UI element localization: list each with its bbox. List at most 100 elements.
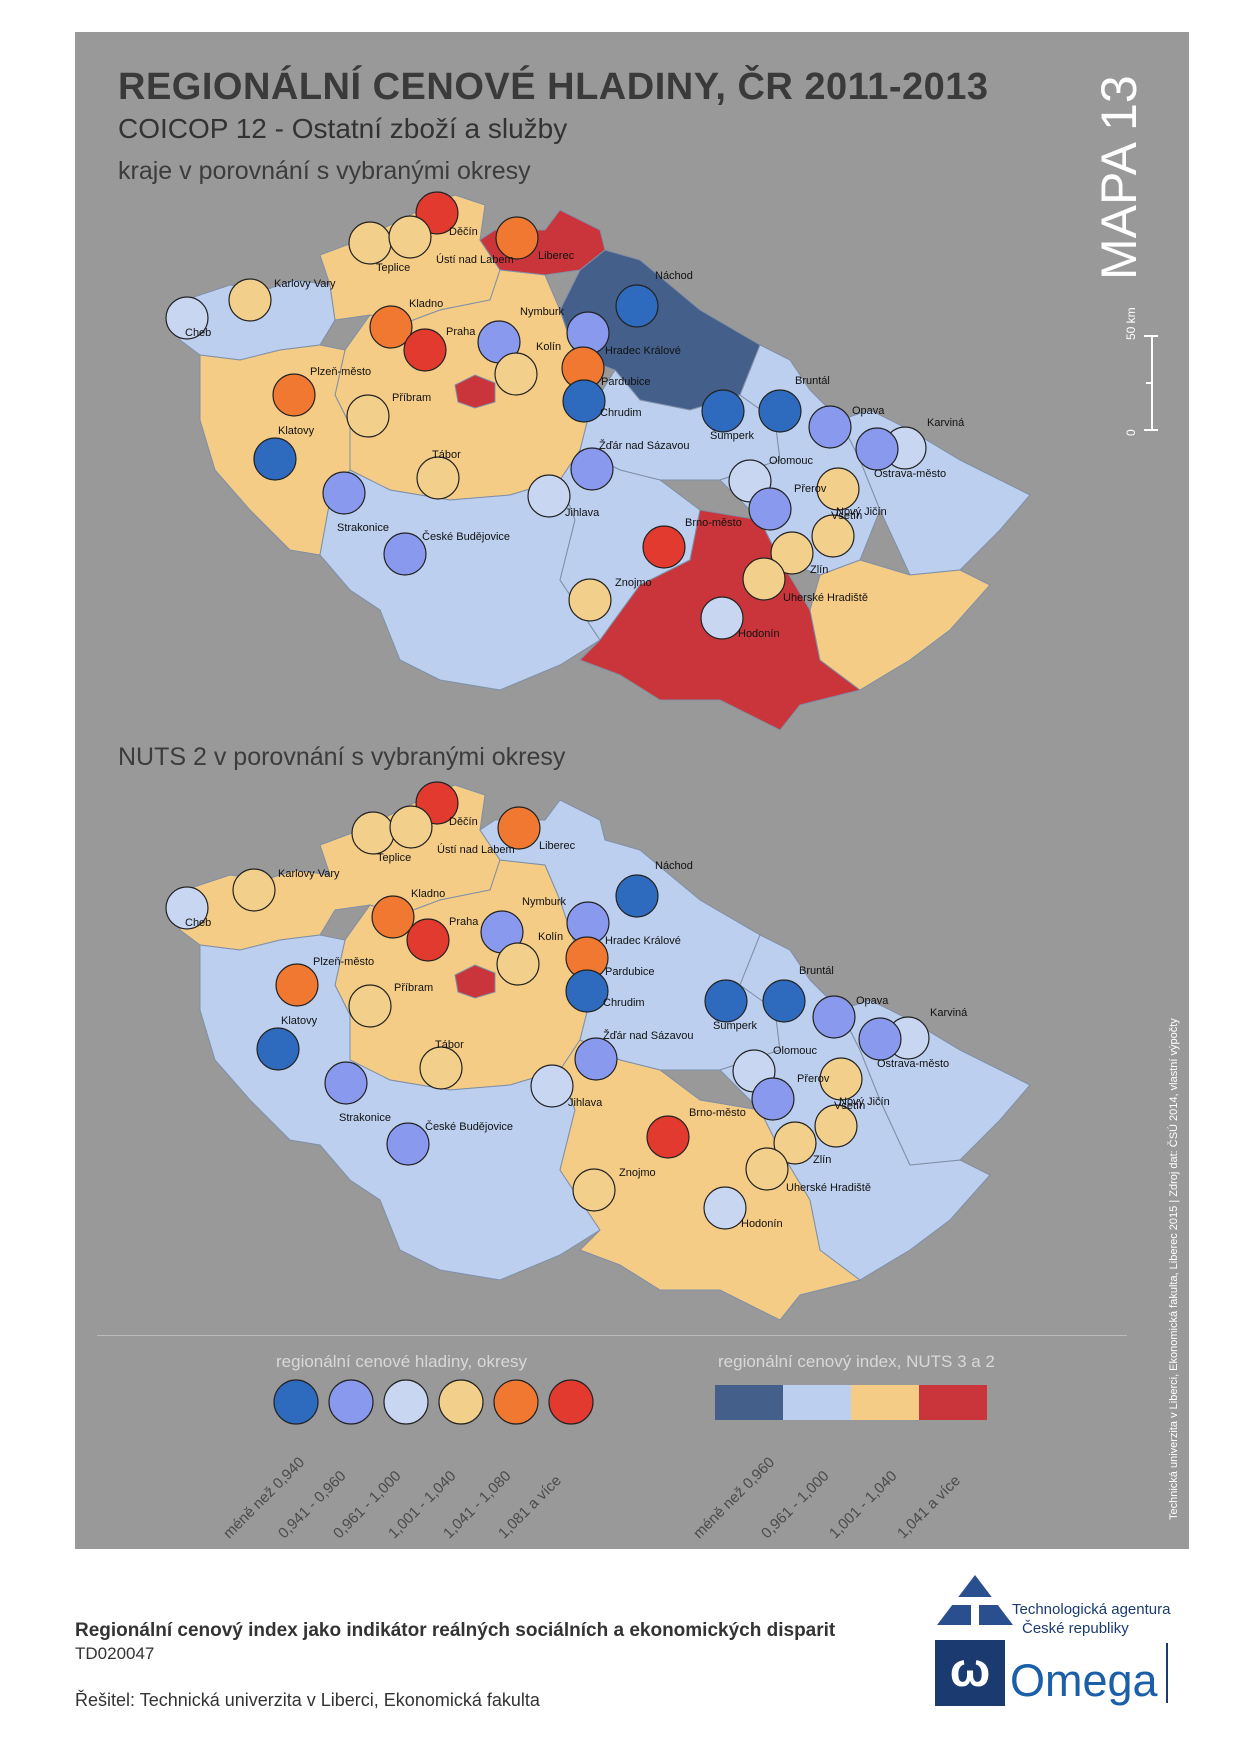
district-marker-novy-jicin: [816, 467, 860, 511]
district-label-opava: Opava: [856, 995, 889, 1007]
scale-bar: [1144, 335, 1158, 431]
district-marker-ceske-budejovice: [383, 532, 427, 576]
legend-district-swatch-4: [438, 1379, 484, 1425]
ta-line1: Technologická agentura: [1012, 1601, 1171, 1618]
district-label-kolin: Kolín: [536, 341, 561, 353]
district-label-liberec: Liberec: [539, 840, 576, 852]
district-label-kladno: Kladno: [411, 888, 445, 900]
district-marker-praha: [403, 328, 447, 372]
legend-region-swatch-1: [715, 1385, 783, 1420]
district-marker-hodonin: [700, 596, 744, 640]
district-label-karlovy-vary: Karlovy Vary: [278, 868, 340, 880]
district-marker-usti-nad-labem: [389, 805, 433, 849]
ta-logo-icon: [937, 1575, 1013, 1625]
map1-heading: kraje v porovnání s vybranými okresy: [118, 157, 531, 185]
district-marker-bruntal: [758, 389, 802, 433]
district-label-praha: Praha: [446, 326, 476, 338]
district-marker-teplice: [351, 811, 395, 855]
district-label-chrudim: Chrudim: [603, 997, 645, 1009]
map-kraje: Cheb Karlovy Vary Teplice Děčín Ústí nad Lab…: [165, 191, 1031, 731]
district-marker-vsetin: [814, 1104, 858, 1148]
district-marker-zlin: [770, 531, 814, 575]
district-marker-plzen-mesto: [275, 963, 319, 1007]
legend-district-swatch-5: [493, 1379, 539, 1425]
district-marker-nachod: [615, 874, 659, 918]
map-nuts2: Cheb Karlovy Vary Teplice Děčín Ústí nad Lab…: [165, 781, 1031, 1321]
project-title: Regionální cenový index jako indikátor r…: [75, 1620, 836, 1641]
district-label-decin: Děčín: [449, 816, 478, 828]
district-marker-klatovy: [256, 1027, 300, 1071]
district-marker-liberec: [497, 806, 541, 850]
district-marker-bruntal: [762, 979, 806, 1023]
district-label-nachod: Náchod: [655, 860, 693, 872]
ta-logo-text: Technologická agentura České republiky: [1012, 1600, 1170, 1638]
district-label-znojmo: Znojmo: [615, 577, 652, 589]
district-label-nymburk: Nymburk: [522, 896, 567, 908]
district-label-pardubice: Pardubice: [601, 376, 651, 388]
district-label-usti-nad-labem: Ústí nad Labem: [437, 843, 515, 856]
district-label-chrudim: Chrudim: [600, 407, 642, 419]
district-label-pribram: Příbram: [392, 392, 431, 404]
district-label-jihlava: Jihlava: [568, 1097, 603, 1109]
district-marker-brno-mesto: [646, 1115, 690, 1159]
district-label-hradec-kralove: Hradec Králové: [605, 345, 681, 357]
district-label-nachod: Náchod: [655, 270, 693, 282]
district-label-pribram: Příbram: [394, 982, 433, 994]
legend-region-swatch-4: [919, 1385, 987, 1420]
district-marker-jihlava: [530, 1064, 574, 1108]
legend-district-swatch-6: [548, 1379, 594, 1425]
district-marker-prerov: [748, 487, 792, 531]
district-label-uherske-hradiste: Uherské Hradiště: [786, 1182, 871, 1194]
district-marker-teplice: [348, 221, 392, 265]
district-marker-zlin: [773, 1121, 817, 1165]
district-label-plzen-mesto: Plzeň-město: [313, 956, 374, 968]
region-zlinsky: [809, 559, 991, 691]
district-label-bruntal: Bruntál: [799, 965, 834, 977]
district-marker-jihlava: [527, 474, 571, 518]
district-marker-cheb: [165, 296, 209, 340]
district-label-zdar-nad-sazavou: Žďár nad Sázavou: [599, 439, 690, 452]
project-solver: Řešitel: Technická univerzita v Liberci,…: [75, 1690, 540, 1710]
district-marker-usti-nad-labem: [388, 215, 432, 259]
district-label-ostrava-mesto: Ostrava-město: [877, 1058, 949, 1070]
district-marker-strakonice: [324, 1061, 368, 1105]
district-label-pardubice: Pardubice: [605, 966, 655, 978]
district-label-strakonice: Strakonice: [337, 522, 389, 534]
district-label-karvina: Karviná: [930, 1007, 968, 1019]
district-marker-nachod: [615, 284, 659, 328]
district-marker-znojmo: [568, 578, 612, 622]
district-label-brno-mesto: Brno-město: [689, 1107, 746, 1119]
district-label-cheb: Cheb: [185, 917, 211, 929]
district-label-liberec: Liberec: [538, 250, 575, 262]
district-label-novy-jicin: Nový Jičín: [836, 506, 887, 518]
district-marker-zdar-nad-sazavou: [574, 1037, 618, 1081]
district-label-karlovy-vary: Karlovy Vary: [274, 278, 336, 290]
legend-region-swatch-2: [783, 1385, 851, 1420]
district-label-novy-jicin: Nový Jičín: [839, 1096, 890, 1108]
district-label-sumperk: Šumperk: [710, 429, 755, 442]
district-label-decin: Děčín: [449, 226, 478, 238]
district-marker-kladno: [371, 895, 415, 939]
district-label-karvina: Karviná: [927, 417, 965, 429]
district-marker-pribram: [348, 984, 392, 1028]
separator: [97, 1335, 1127, 1336]
page-subtitle: COICOP 12 - Ostatní zboží a služby: [118, 113, 568, 144]
district-label-sumperk: Šumperk: [713, 1019, 758, 1032]
map2-heading: NUTS 2 v porovnání s vybranými okresy: [118, 743, 566, 771]
district-marker-znojmo: [572, 1168, 616, 1212]
logo-divider: [1166, 1643, 1168, 1703]
district-label-strakonice: Strakonice: [339, 1112, 391, 1124]
omega-logo-text: Omega: [1010, 1655, 1158, 1706]
district-label-zlin: Zlín: [813, 1154, 831, 1166]
district-marker-ostrava-mesto: [855, 427, 899, 471]
legend-regions-title: regionální cenový index, NUTS 3 a 2: [718, 1352, 995, 1371]
region-praha: [454, 964, 496, 999]
legend-district-swatch-1: [273, 1379, 319, 1425]
district-label-olomouc: Olomouc: [773, 1045, 818, 1057]
district-marker-pribram: [346, 394, 390, 438]
district-label-vsetin: Vsetín: [834, 1100, 865, 1112]
district-marker-klatovy: [253, 437, 297, 481]
district-marker-ostrava-mesto: [858, 1017, 902, 1061]
legend-district-swatch-3: [383, 1379, 429, 1425]
district-marker-liberec: [495, 216, 539, 260]
